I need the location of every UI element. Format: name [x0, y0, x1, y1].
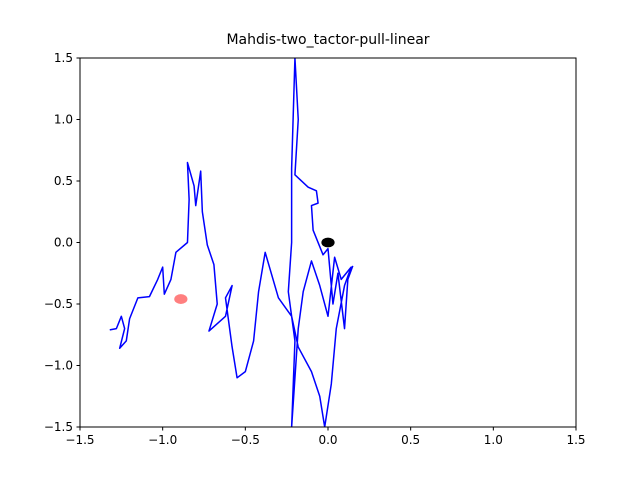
chart-title: Mahdis-two_tactor-pull-linear — [226, 32, 429, 48]
x-tick-label: −1.5 — [65, 433, 94, 447]
y-tick-label: 0.0 — [54, 236, 73, 250]
y-tick-label: 0.5 — [54, 174, 73, 188]
y-tick-label: −1.0 — [44, 359, 73, 373]
x-tick-label: 1.0 — [484, 433, 503, 447]
x-tick-label: 0.5 — [401, 433, 420, 447]
plot-area — [109, 58, 354, 427]
x-tick-label: 1.5 — [566, 433, 585, 447]
marker-point — [321, 237, 335, 248]
y-tick-label: 1.0 — [54, 113, 73, 127]
x-tick-label: −1.0 — [148, 433, 177, 447]
marker-point — [174, 294, 188, 304]
y-tick-label: −0.5 — [44, 297, 73, 311]
x-tick-label: 0.0 — [318, 433, 337, 447]
y-tick-label: 1.5 — [54, 51, 73, 65]
trajectory-line — [109, 58, 354, 427]
y-tick-label: −1.5 — [44, 420, 73, 434]
x-tick-label: −0.5 — [231, 433, 260, 447]
